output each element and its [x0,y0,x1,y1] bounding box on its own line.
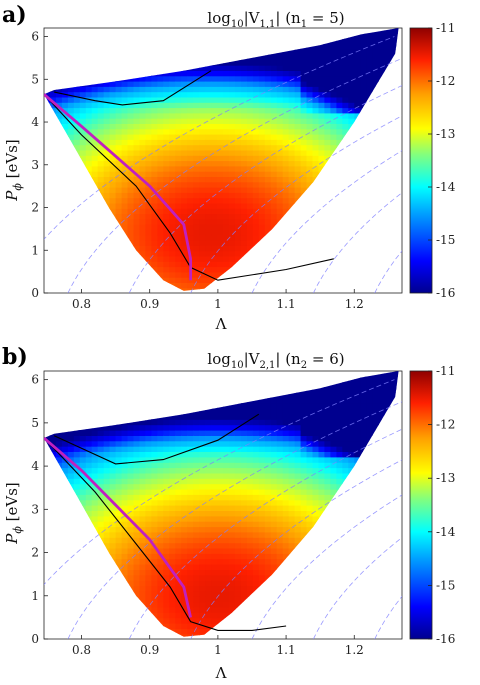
y-tick-label: 2 [31,201,39,215]
x-tick-label: 1.2 [345,643,364,657]
black-curve-lower [44,437,287,631]
colorbar-tick-label: -14 [436,180,456,194]
colorbar-tick-label: -14 [436,525,456,539]
panel-a: a) log10|V1,1| (n1 = 5) 0.8 0.9 1 1.1 1.2 0 1 2… [2,2,456,333]
magenta-curve [44,436,192,618]
plot-area-a: 0.8 0.9 1 1.1 1.2 0 1 2 3 4 5 6 [31,27,403,311]
y-tick-label: 1 [31,589,39,603]
colorbar-tick-label: -16 [436,286,455,300]
y-tick-label: 6 [31,30,39,44]
plot-area-b: 0.8 0.9 1 1.1 1.2 0 1 2 3 4 5 6 [31,370,403,657]
x-axis-label-a: Λ [215,315,227,333]
colorbar-tick-label: -13 [436,471,455,485]
colorbar-tick-label: -11 [436,21,455,35]
panel-label-a: a) [2,2,27,28]
x-axis-label-b: Λ [215,664,227,682]
x-tick-label: 0.8 [72,643,91,657]
x-tick-label: 1.1 [277,297,296,311]
y-tick-label: 4 [31,459,39,473]
y-axis-label-a: Pϕ [eVs] [3,139,24,201]
black-curve-lower [44,93,334,281]
colorbar-tick-label: -15 [436,233,455,247]
x-tick-label: 0.9 [140,297,159,311]
colorbar-tick-label: -11 [436,364,455,378]
panel-label-b: b) [2,344,28,370]
x-tick-label: 1 [214,643,222,657]
x-tick-label: 1.2 [345,297,364,311]
panel-b: b) log10|V2,1| (n2 = 6) 0.8 0.9 1 1.1 1.2 0 1 2… [2,344,456,682]
magenta-curve [44,93,192,281]
black-curve-upper [54,70,212,106]
x-tick-label: 1.1 [277,643,296,657]
y-tick-label: 3 [31,502,39,516]
dashed-contours [44,379,402,639]
colorbar-tick-label: -12 [436,418,455,432]
y-tick-label: 5 [31,416,39,430]
y-tick-label: 4 [31,115,39,129]
panel-b-title: log10|V2,1| (n2 = 6) [207,350,344,371]
colorbar-tick-label: -15 [436,578,455,592]
black-curve-upper [53,413,260,465]
y-tick-label: 0 [31,286,39,300]
colorbar-gradient [409,27,433,294]
y-axis-label-b: Pϕ [eVs] [3,482,24,544]
colorbar-b: -11 -12 -13 -14 -15 -16 [409,364,456,646]
colorbar-a: -11 -12 -13 -14 -15 -16 [409,21,456,300]
x-tick-label: 1 [214,297,222,311]
y-tick-label: 5 [31,72,39,86]
x-tick-label: 0.8 [72,297,91,311]
colorbar-tick-label: -13 [436,127,455,141]
dashed-contours [44,36,402,293]
colorbar-tick-label: -12 [436,74,455,88]
y-tick-label: 1 [31,243,39,257]
y-tick-label: 0 [31,632,39,646]
x-tick-label: 0.9 [140,643,159,657]
panel-a-title: log10|V1,1| (n1 = 5) [207,9,344,30]
y-tick-label: 2 [31,546,39,560]
y-tick-label: 3 [31,158,39,172]
y-tick-label: 6 [31,373,39,387]
colorbar-gradient [409,370,433,640]
colorbar-tick-label: -16 [436,632,455,646]
